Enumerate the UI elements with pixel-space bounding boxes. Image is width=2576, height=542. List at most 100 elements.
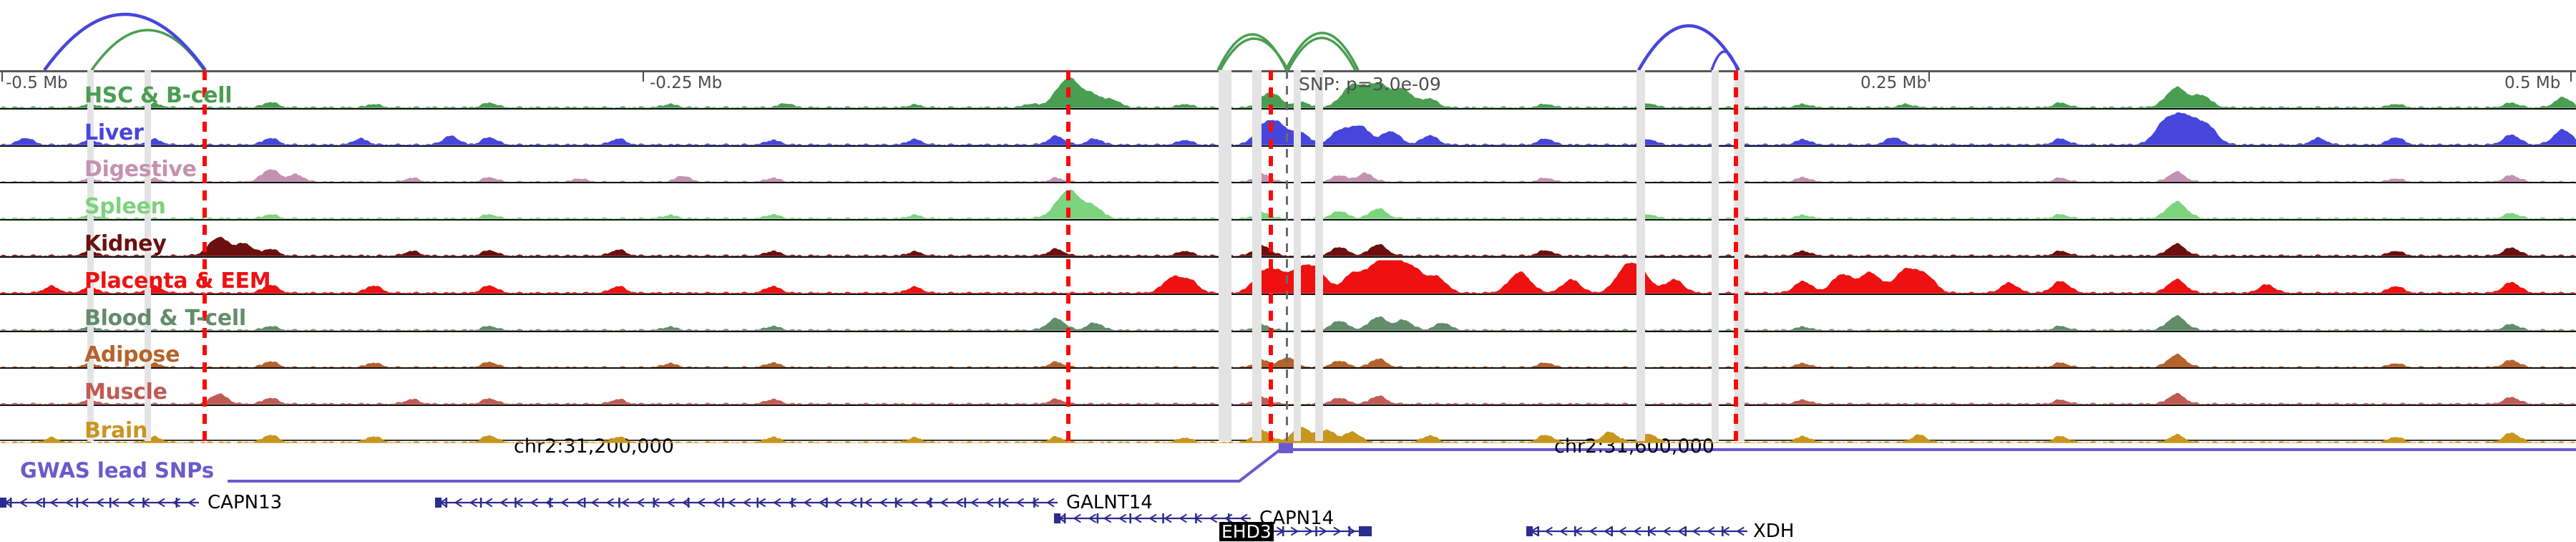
loop-arc [1219, 37, 1289, 70]
loop-arc [1710, 50, 1739, 70]
strand-arrow [1677, 526, 1686, 536]
signal-area [0, 189, 2576, 220]
strand-arrow [172, 498, 181, 508]
strand-arrow [80, 498, 89, 508]
strand-arrow [1633, 526, 1641, 536]
exon-tick [1315, 526, 1317, 536]
track-label-adipose: Adipose [84, 342, 180, 368]
gene-name-label[interactable]: XDH [1753, 521, 1795, 542]
exon-tick [1063, 513, 1066, 523]
signal-profile [0, 72, 2576, 108]
gene-terminal-block [1054, 513, 1060, 523]
signal-track-blood-t-cell: Blood & T-cell [0, 295, 2576, 332]
axis-tick-mark [1928, 72, 1930, 82]
strand-arrow [469, 498, 478, 508]
strand-arrow [1133, 513, 1142, 523]
exon-tick [756, 498, 759, 508]
strand-arrow [1736, 526, 1745, 536]
axis-tick-label: 0.25 Mb [1860, 74, 1927, 92]
strand-arrow [1000, 498, 1009, 508]
axis-tick-label: 0.5 Mb [2504, 74, 2561, 92]
signal-track-brain: Brain [0, 406, 2576, 443]
strand-arrow [1239, 513, 1248, 523]
exon-tick [930, 498, 932, 508]
strand-arrow [560, 498, 569, 508]
strand-arrow [1589, 526, 1597, 536]
strand-arrow [909, 498, 918, 508]
strand-arrow [126, 498, 135, 508]
strand-arrow [742, 498, 751, 508]
signal-area [0, 260, 2576, 294]
gwas-track-label: GWAS lead SNPs [20, 458, 215, 483]
genomic-coordinate-label: chr2:31,200,000 [514, 435, 674, 458]
strand-arrow [605, 498, 615, 508]
strand-arrow [1707, 526, 1715, 536]
signal-profile [0, 295, 2576, 331]
strand-arrow [681, 498, 691, 508]
gene-annotation-panel: CAPN13 GALNT14 CAPN14 EHD3 XDH [0, 491, 2576, 541]
gwas-lead-snp-marker[interactable] [1279, 441, 1293, 453]
loop-arc [1637, 24, 1740, 70]
loop-arc-svg [43, 12, 1740, 70]
signal-profile [0, 369, 2576, 405]
strand-arrow [985, 498, 994, 508]
strand-arrow [1179, 513, 1187, 523]
strand-arrow [849, 498, 857, 508]
exon-tick [964, 498, 967, 508]
track-label-hsc-b-cell: HSC & B-cell [84, 82, 233, 108]
signal-track-kidney: Kidney [0, 221, 2576, 258]
strand-arrow [788, 498, 796, 508]
strand-arrow [1046, 498, 1055, 508]
strand-arrow [651, 498, 660, 508]
gwas-lead-snps-panel: GWAS lead SNPs chr2:31,200,000 chr2:31,60… [0, 435, 2576, 493]
exon-tick [445, 498, 448, 508]
gene-name-label[interactable]: EHD3 [1219, 522, 1274, 541]
exon-tick [1721, 526, 1724, 536]
strand-arrow [1304, 526, 1314, 536]
exon-tick [860, 498, 863, 508]
strand-arrow [1073, 513, 1081, 523]
strand-arrow [49, 498, 58, 508]
exon-tick [826, 498, 828, 508]
gene-terminal-block [1359, 526, 1365, 536]
track-label-digestive: Digestive [84, 157, 197, 183]
exon-tick [998, 498, 1001, 508]
loop-arc [43, 12, 207, 70]
gene-model-svg[interactable] [0, 491, 2576, 537]
exon-tick [687, 498, 690, 508]
strand-arrow [1015, 498, 1025, 508]
exon-tick [1537, 526, 1540, 536]
signal-track-liver: Liver [0, 110, 2576, 147]
gene-terminal-block [1526, 526, 1533, 536]
exon-tick [1227, 513, 1230, 523]
signal-area [0, 168, 2576, 183]
exon-tick [1684, 526, 1687, 536]
exon-tick [549, 498, 552, 508]
strand-arrow [1319, 526, 1327, 536]
strand-arrow [1603, 526, 1612, 536]
strand-arrow [803, 498, 811, 508]
signal-area [0, 393, 2576, 405]
signal-profile [0, 110, 2576, 145]
exon-tick [894, 498, 897, 508]
axis-tick-label: -0.25 Mb [650, 74, 723, 92]
exon-tick [514, 498, 517, 508]
exon-tick [1611, 526, 1614, 536]
strand-arrow [833, 498, 842, 508]
strand-arrow [157, 498, 165, 508]
strand-arrow [1163, 513, 1172, 523]
exon-tick [722, 498, 724, 508]
exon-tick [479, 498, 482, 508]
gwas-lead-snp-svg[interactable] [0, 441, 2576, 493]
exon-tick [142, 498, 145, 508]
gene-name-label[interactable]: CAPN13 [208, 492, 283, 513]
strand-arrow [955, 498, 964, 508]
strand-arrow [111, 498, 119, 508]
gene-name-label[interactable]: GALNT14 [1066, 492, 1153, 513]
signal-profile [0, 258, 2576, 294]
chromatin-loop-arcs-panel [0, 0, 2576, 70]
strand-arrow [530, 498, 539, 508]
strand-arrow [484, 498, 493, 508]
strand-arrow [499, 498, 508, 508]
